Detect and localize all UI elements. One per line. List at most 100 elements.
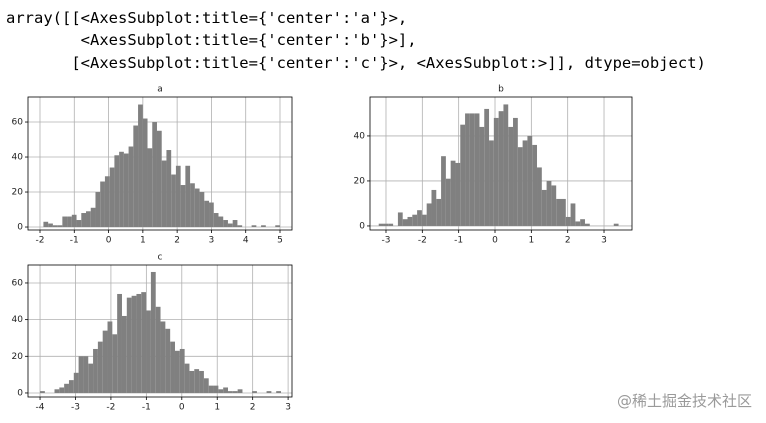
histogram-bar [266,391,272,393]
histogram-bar [204,200,210,228]
histogram-bar [493,117,499,226]
histogram-bar [141,292,147,393]
histogram-bar [112,334,118,393]
histogram-bar [194,369,200,393]
histogram-bar [541,189,547,226]
histogram-bar [189,370,195,393]
histogram-bar [232,220,238,228]
histogram-bar [474,113,480,226]
x-tick-label: 1 [214,403,220,413]
histogram-bar [179,348,185,393]
histogram-bar [133,125,139,228]
x-tick-label: 1 [140,236,146,246]
histogram-bar [76,220,82,228]
axes-frame [27,264,293,398]
histogram-bar [565,216,571,226]
y-tick-label: 40 [12,153,24,163]
histogram-bar [174,350,180,393]
histogram-bar [67,216,72,228]
histogram-bar [218,389,224,393]
histogram-bar [261,225,266,228]
histogram-bar [59,387,65,393]
histogram-bar [251,225,257,228]
x-tick-label: -2 [106,403,115,413]
histogram-bar [146,310,151,393]
histogram-bar [237,225,243,228]
x-tick-label: 0 [492,236,498,246]
x-tick-label: 2 [250,403,256,413]
histogram-bar [465,113,470,226]
histogram-bar [469,113,475,226]
histogram-bar [546,180,552,226]
histogram-bar [138,104,143,228]
x-tick-label: 5 [277,236,283,246]
axes-frame [369,96,633,231]
histogram-bar [131,295,137,393]
y-tick-label: 40 [354,131,366,141]
histogram-bar [426,203,432,226]
histogram-bar [208,385,214,393]
x-tick-label: 1 [528,236,534,246]
histogram-bar [517,147,523,226]
histogram-bar [252,391,257,393]
histogram-bar [48,223,53,228]
y-tick-label: 0 [359,221,365,231]
histogram-bar [228,391,233,393]
histogram-bar [109,167,115,228]
histogram-bar [194,188,200,228]
histogram-bar [232,391,238,393]
watermark: @稀土掘金技术社区 [616,392,752,410]
histogram-bar [402,219,408,226]
histogram-bar [484,108,490,226]
histogram-bar [537,167,542,226]
histogram-bar [97,341,103,393]
histogram-bar [170,341,175,393]
y-tick-label: 20 [12,188,24,198]
histogram-bar [81,213,87,228]
y-tick-label: 20 [354,176,366,186]
histogram-bar [441,156,446,226]
axes-frame [27,96,293,231]
chart-title: a [157,85,163,95]
histogram-bar [613,223,619,226]
y-tick-label: 60 [12,118,24,128]
histogram-bar [43,221,49,228]
x-tick-label: -1 [142,403,151,413]
histogram-bar [223,387,229,393]
histogram-bar [107,321,113,393]
histogram-bar [171,174,176,228]
x-tick-label: -4 [36,403,45,413]
histogram-bar [383,223,389,226]
histogram-bar [57,225,63,228]
histogram-bar [223,220,228,228]
histogram-bar [156,130,162,228]
histogram-bar [121,315,127,393]
x-tick-label: -2 [418,236,427,246]
histogram-bar [584,223,590,226]
histogram-bar [175,165,181,228]
histogram-bar [203,378,209,393]
histogram-bar [73,372,79,393]
histogram-bar [78,356,84,393]
histogram-bar [95,192,101,228]
histogram-bar [83,356,89,393]
histogram-bar [161,160,167,228]
histogram-bar [213,385,219,393]
x-tick-label: -1 [70,236,79,246]
histogram-bar [123,153,129,228]
output-line: array([[<AxesSubplot:title={'center':'a'… [6,9,408,27]
histogram-bar [147,148,153,228]
histogram-bar [152,122,157,228]
histogram-bar [508,126,514,226]
histogram-bar [52,225,58,228]
x-tick-label: 3 [285,403,291,413]
histogram-bar [551,185,557,226]
histogram-bar [421,214,427,226]
histogram-bar [227,223,233,228]
histogram-bar [64,383,69,393]
x-tick-label: 0 [106,236,112,246]
histogram-bar [190,183,195,228]
histogram-bar [199,192,205,228]
output-line: <AxesSubplot:title={'center':'b'}>], [6,31,417,49]
